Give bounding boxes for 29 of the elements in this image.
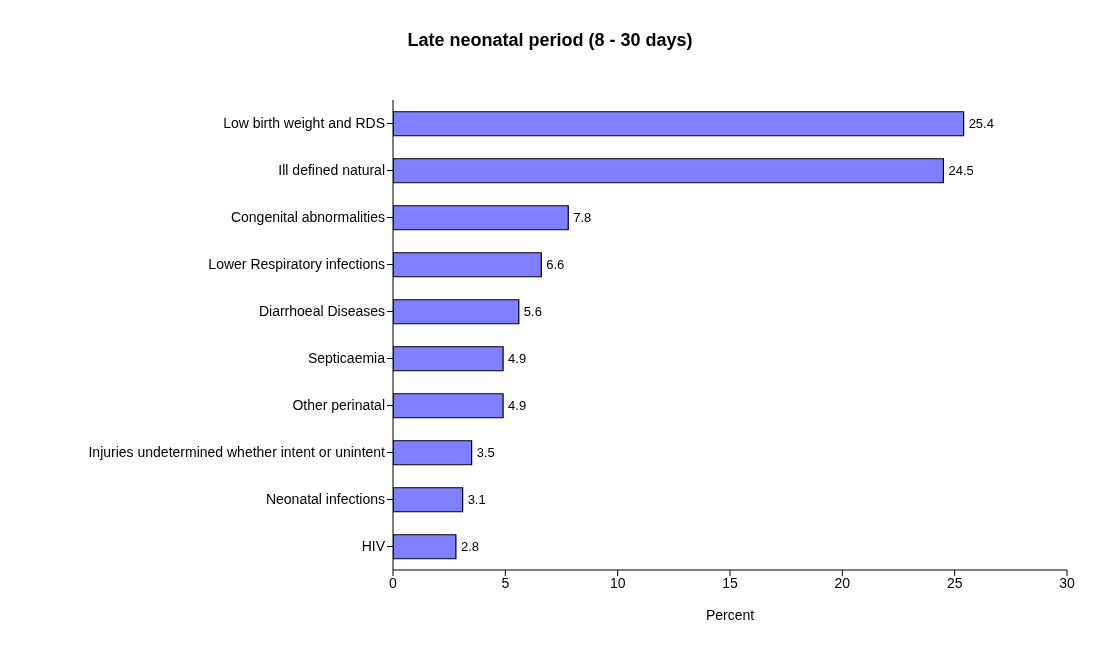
y-tick-label: Neonatal infections	[265, 491, 385, 508]
x-tick-label: 25	[946, 574, 963, 591]
data-label: 2.8	[460, 539, 479, 555]
chart-title: Late neonatal period (8 - 30 days)	[406, 30, 694, 52]
y-tick-label: HIV	[361, 538, 386, 555]
y-tick-label: Ill defined natural	[278, 162, 385, 179]
y-tick-label: Septicaemia	[307, 350, 386, 367]
data-label: 24.5	[948, 163, 974, 179]
data-label: 6.6	[546, 257, 565, 273]
y-tick-label: Diarrhoeal Diseases	[258, 303, 385, 320]
x-tick-label: 15	[722, 574, 738, 591]
y-tick-label: Congenital abnormalities	[230, 209, 385, 226]
x-tick-label: 0	[389, 574, 398, 591]
data-label: 4.9	[508, 351, 527, 367]
y-tick-label: Other perinatal	[292, 397, 385, 414]
data-label: 4.9	[508, 398, 527, 414]
y-tick-label: Lower Respiratory infections	[208, 256, 385, 273]
data-label: 5.6	[523, 304, 542, 320]
x-tick-label: 20	[834, 574, 851, 591]
data-label: 7.8	[573, 210, 592, 226]
y-tick-label: Low birth weight and RDS	[223, 115, 385, 132]
data-label: 3.1	[467, 492, 486, 508]
data-label: 3.5	[476, 445, 495, 461]
x-tick-label: 5	[501, 574, 510, 591]
x-axis-title: Percent	[705, 607, 755, 623]
x-tick-label: 30	[1059, 574, 1075, 591]
x-tick-label: 10	[609, 574, 626, 591]
y-tick-label: Injuries undetermined whether intent or unintent	[88, 444, 386, 461]
data-label: 25.4	[968, 116, 994, 132]
